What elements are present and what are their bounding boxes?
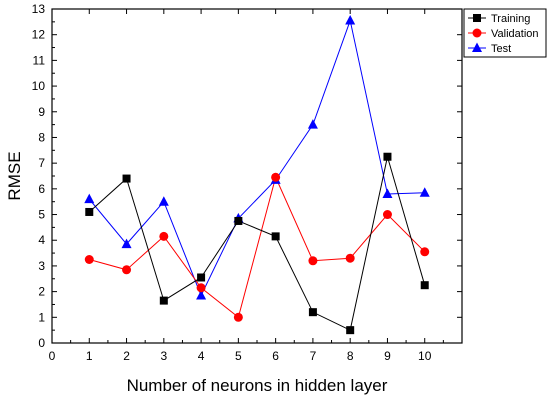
y-tick-label: 1 <box>38 310 45 324</box>
validation-point <box>382 210 392 220</box>
x-tick-label: 9 <box>384 349 391 363</box>
training-point <box>234 216 243 225</box>
training-point <box>159 296 168 305</box>
x-tick-label: 5 <box>235 349 242 363</box>
y-tick-label: 10 <box>32 79 46 93</box>
y-tick-label: 13 <box>32 2 46 16</box>
y-tick-label: 0 <box>38 336 45 350</box>
y-tick-label: 7 <box>38 156 45 170</box>
series-line-validation <box>89 175 426 319</box>
legend-label: Test <box>491 43 511 55</box>
x-tick-label: 10 <box>418 349 432 363</box>
training-point <box>420 281 429 290</box>
y-tick-label: 8 <box>38 130 45 144</box>
legend-marker <box>472 42 482 52</box>
validation-point <box>420 247 430 257</box>
y-tick-label: 9 <box>38 105 45 119</box>
legend-label: Training <box>491 13 530 25</box>
legend-marker <box>473 14 481 22</box>
legend: Training Validation Test <box>463 8 547 58</box>
y-tick-label: 5 <box>38 208 45 222</box>
test-point <box>345 15 356 25</box>
series-line-training <box>88 156 426 331</box>
training-point <box>383 152 392 161</box>
x-tick-label: 1 <box>86 349 93 363</box>
training-point <box>271 232 280 241</box>
training-point <box>197 273 206 282</box>
test-point <box>158 196 169 206</box>
x-tick-label: 4 <box>198 349 205 363</box>
validation-point <box>84 255 94 264</box>
legend-marker <box>472 28 482 38</box>
validation-point <box>196 283 206 293</box>
y-tick-label: 3 <box>38 259 45 273</box>
validation-point <box>345 253 355 263</box>
validation-point <box>308 256 318 266</box>
y-axis-title: RMSE <box>5 151 24 200</box>
x-tick-label: 8 <box>347 349 354 363</box>
test-point <box>307 119 318 129</box>
validation-point <box>271 172 281 182</box>
x-tick-label: 0 <box>49 349 56 363</box>
x-tick-label: 6 <box>272 349 279 363</box>
training-point <box>308 308 317 317</box>
y-tick-label: 6 <box>38 182 45 196</box>
test-point <box>419 187 430 197</box>
test-point <box>382 188 393 198</box>
test-point <box>84 193 95 204</box>
legend-label: Validation <box>491 28 539 40</box>
y-tick-label: 12 <box>32 28 46 42</box>
validation-point <box>122 265 132 275</box>
series-line-test <box>88 18 425 297</box>
y-tick-label: 11 <box>33 53 46 67</box>
test-point <box>196 289 207 300</box>
test-point <box>121 238 132 249</box>
x-tick-label: 3 <box>160 349 167 363</box>
validation-point <box>159 231 169 241</box>
training-point <box>85 207 94 216</box>
training-point <box>122 174 131 183</box>
x-axis-title: Number of neurons in hidden layer <box>127 376 388 395</box>
y-tick-label: 4 <box>38 233 45 247</box>
x-tick-label: 2 <box>123 349 130 363</box>
training-point <box>346 326 355 335</box>
y-tick-label: 2 <box>38 285 45 299</box>
plot-frame <box>51 8 463 344</box>
validation-point <box>233 312 243 322</box>
plot-area <box>84 15 430 335</box>
x-tick-label: 7 <box>310 349 317 363</box>
